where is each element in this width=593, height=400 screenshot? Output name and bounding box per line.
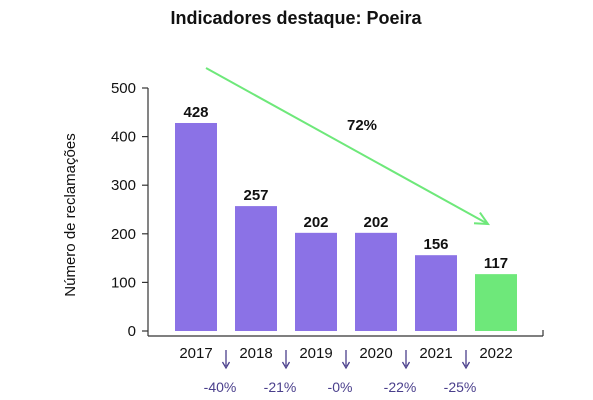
y-axis-label: Número de reclamações (62, 133, 79, 296)
y-tick-label: 400 (111, 129, 136, 146)
y-tick-label: 200 (111, 226, 136, 243)
x-tick-label-2021: 2021 (419, 345, 452, 362)
change-label-1: -40% (204, 379, 237, 395)
change-arrowhead-2 (281, 361, 291, 370)
data-label-2017: 428 (183, 104, 208, 121)
x-tick-label-2020: 2020 (359, 345, 392, 362)
x-tick-label-2017: 2017 (179, 345, 212, 362)
bar-2017 (175, 122, 217, 331)
bar-2020 (355, 232, 397, 331)
x-tick-label-2018: 2018 (239, 345, 272, 362)
y-tick-label: 500 (111, 80, 136, 97)
change-label-5: -25% (444, 379, 477, 395)
change-arrowhead-5 (461, 361, 471, 370)
data-label-2022: 117 (484, 255, 508, 272)
change-arrowhead-4 (401, 361, 411, 370)
change-label-2: -21% (264, 379, 297, 395)
bar-2022 (475, 274, 517, 331)
data-label-2019: 202 (303, 214, 328, 231)
x-tick-label-2022: 2022 (479, 345, 512, 362)
bar-2018 (235, 206, 277, 331)
change-label-4: -22% (384, 379, 417, 395)
trend-arrowhead (473, 211, 491, 226)
y-tick-label: 100 (111, 274, 136, 291)
trend-arrow (205, 67, 489, 225)
bar-2021 (415, 255, 457, 331)
data-label-2020: 202 (363, 214, 388, 231)
bar-2019 (295, 232, 337, 331)
chart-title: Indicadores destaque: Poeira (170, 8, 422, 28)
x-tick-label-2019: 2019 (299, 345, 332, 362)
change-arrowhead-1 (221, 361, 231, 370)
trend-label: 72% (347, 117, 377, 134)
data-label-2021: 156 (423, 236, 448, 253)
data-label-2018: 257 (243, 187, 268, 204)
change-arrowhead-3 (341, 361, 351, 370)
y-tick-label: 300 (111, 177, 136, 194)
y-tick-label: 0 (128, 323, 136, 340)
change-label-3: -0% (328, 379, 353, 395)
